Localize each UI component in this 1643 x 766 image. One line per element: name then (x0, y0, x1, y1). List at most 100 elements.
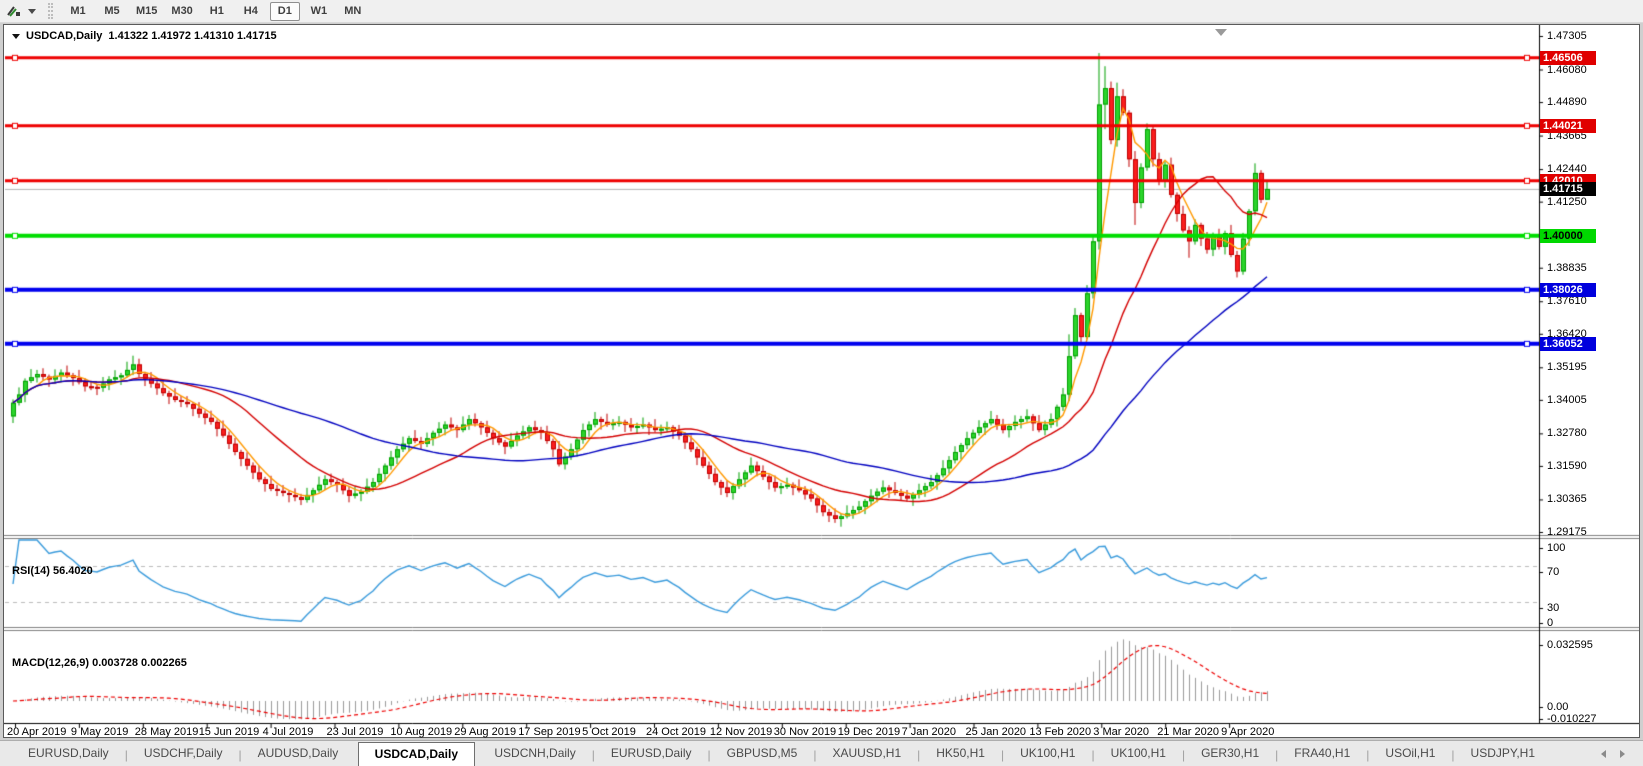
timeframe-button-h4[interactable]: H4 (243, 4, 258, 17)
price-chart-area[interactable] (4, 25, 1639, 737)
macd-axis-tick: -0.010227 (1547, 713, 1597, 725)
macd-axis-tick: 0.00 (1547, 701, 1569, 713)
tab-scroll-left-icon[interactable] (1601, 749, 1606, 758)
chart-tab-uk100-h1[interactable]: UK100,H1 (1020, 746, 1076, 760)
time-axis-label: 24 Oct 2019 (646, 726, 706, 738)
symbol-dropdown-icon[interactable] (12, 33, 20, 39)
tab-scroll-right-icon[interactable] (1620, 749, 1625, 758)
time-axis-label: 13 Feb 2020 (1029, 726, 1092, 738)
rsi-axis-tick: 30 (1547, 602, 1560, 614)
current-price-badge: 1.41715 (1540, 181, 1596, 196)
rsi-indicator-label: RSI(14) 56.4020 (12, 565, 93, 577)
chart-style-icon (6, 3, 24, 19)
time-axis-label: 19 Dec 2019 (837, 726, 901, 738)
price-axis-tick: 1.34005 (1547, 393, 1587, 406)
time-axis-label: 12 Nov 2019 (709, 726, 773, 738)
price-axis-tick: 1.41250 (1547, 195, 1587, 208)
macd-axis-tick: 0.032595 (1547, 639, 1593, 651)
price-axis-tick: 1.37610 (1547, 295, 1587, 308)
time-axis-label: 20 Apr 2019 (7, 726, 67, 738)
timeframe-button-m5[interactable]: M5 (104, 4, 120, 17)
level-price-badge: 1.38026 (1540, 282, 1596, 297)
price-axis-tick: 1.42440 (1547, 163, 1587, 176)
time-axis-label: 25 Jan 2020 (965, 726, 1027, 738)
chart-tabs: EURUSD,Daily | USDCHF,Daily | AUDUSD,Daily U… (0, 741, 1551, 766)
price-axis-tick: 1.32780 (1547, 427, 1587, 440)
level-price-badge: 1.46506 (1540, 50, 1596, 65)
chart-tab-audusd-daily[interactable]: AUDUSD,Daily (257, 746, 339, 760)
chart-tab-xauusd-h1[interactable]: XAUUSD,H1 (832, 746, 902, 760)
tab-separator: | (1091, 748, 1095, 762)
chart-tab-eurusd-daily[interactable]: EURUSD,Daily (610, 746, 692, 760)
chart-tab-bar: EURUSD,Daily | USDCHF,Daily | AUDUSD,Daily U… (0, 740, 1643, 766)
tab-separator: | (1181, 748, 1186, 762)
time-axis-label: 21 Mar 2020 (1157, 726, 1219, 738)
timeframe-button-mn[interactable]: MN (344, 4, 362, 17)
chart-tab-usdjpy-h1[interactable]: USDJPY,H1 (1470, 746, 1536, 760)
toolbar-grip[interactable] (48, 3, 53, 19)
timeframe-toolbar: M1 M5 M15 M30 H1 H4 D1 W1 MN (0, 0, 1643, 23)
chart-tab-hk50-h1[interactable]: HK50,H1 (936, 746, 985, 760)
chart-ohlc-values: 1.41322 1.41972 1.41310 1.41715 (108, 30, 277, 42)
chart-tab-usdcnh-daily[interactable]: USDCNH,Daily (494, 746, 576, 760)
tab-separator: | (917, 748, 921, 762)
chart-tab-usdchf-daily[interactable]: USDCHF,Daily (143, 746, 223, 760)
price-axis-tick: 1.36420 (1547, 327, 1587, 340)
timeframe-button-h1[interactable]: H1 (209, 4, 224, 17)
time-axis-label: 17 Sep 2019 (518, 726, 581, 738)
chart-window: USDCAD,Daily 1.41322 1.41972 1.41310 1.4… (3, 24, 1640, 738)
tab-separator: | (124, 748, 128, 762)
time-axis-label: 3 Mar 2020 (1093, 726, 1149, 738)
chart-tab-fra40-h1[interactable]: FRA40,H1 (1294, 746, 1351, 760)
level-price-badge: 1.36052 (1540, 336, 1596, 351)
tab-separator: | (238, 748, 242, 762)
macd-indicator-label: MACD(12,26,9) 0.003728 0.002265 (12, 657, 187, 669)
chart-tools-button[interactable] (0, 0, 42, 22)
timeframe-button-m15[interactable]: M15 (136, 4, 158, 17)
tab-separator: | (591, 748, 595, 762)
chart-tab-uk100-h1[interactable]: UK100,H1 (1110, 746, 1166, 760)
chart-tab-gbpusd-m5[interactable]: GBPUSD,M5 (726, 746, 798, 760)
rsi-axis-tick: 100 (1547, 542, 1566, 554)
price-axis-tick: 1.46080 (1547, 63, 1587, 76)
price-axis-tick: 1.44890 (1547, 96, 1587, 109)
timeframe-button-m1[interactable]: M1 (70, 4, 86, 17)
price-axis-tick: 1.29175 (1547, 526, 1587, 538)
time-axis-label: 28 May 2019 (134, 726, 199, 738)
chart-tab-usdcad-daily[interactable]: USDCAD,Daily (357, 742, 476, 766)
level-price-badge: 1.40000 (1540, 228, 1596, 243)
chart-header: USDCAD,Daily 1.41322 1.41972 1.41310 1.4… (12, 30, 277, 42)
time-axis-label: 4 Jul 2019 (262, 726, 314, 738)
chart-tab-ger30-h1[interactable]: GER30,H1 (1201, 746, 1260, 760)
tab-separator: | (1366, 748, 1370, 762)
time-axis-label: 15 Jun 2019 (198, 726, 260, 738)
tab-separator: | (707, 748, 711, 762)
rsi-axis-tick: 70 (1547, 566, 1560, 578)
tab-separator: | (1451, 748, 1455, 762)
price-axis-tick: 1.38835 (1547, 261, 1587, 274)
time-axis-label: 9 May 2019 (70, 726, 129, 738)
tab-separator: | (813, 748, 817, 762)
level-price-badge: 1.44021 (1540, 118, 1596, 133)
time-axis-label: 10 Aug 2019 (390, 726, 453, 738)
time-axis-label: 7 Jan 2020 (901, 726, 957, 738)
price-axis-tick: 1.31590 (1547, 459, 1587, 472)
time-axis-label: 30 Nov 2019 (773, 726, 837, 738)
timeframe-button-d1[interactable]: D1 (269, 1, 300, 21)
chart-symbol-title: USDCAD,Daily (26, 30, 103, 42)
chart-tab-usoil-h1[interactable]: USOil,H1 (1385, 746, 1436, 760)
chevron-down-icon (28, 8, 36, 14)
timeframe-button-m30[interactable]: M30 (171, 4, 193, 17)
timeframe-button-w1[interactable]: W1 (310, 4, 328, 17)
time-axis-label: 9 Apr 2020 (1221, 726, 1275, 738)
time-axis-label: 5 Oct 2019 (582, 726, 636, 738)
tab-separator: | (1275, 748, 1279, 762)
tab-separator: | (1000, 748, 1005, 762)
chart-tab-eurusd-daily[interactable]: EURUSD,Daily (28, 746, 109, 760)
price-axis-tick: 1.47305 (1547, 30, 1587, 42)
time-axis-label: 23 Jul 2019 (326, 726, 384, 738)
price-axis-tick: 1.30365 (1547, 493, 1587, 506)
price-axis-tick: 1.35195 (1547, 361, 1587, 374)
chart-shift-marker-icon[interactable] (1215, 29, 1227, 36)
